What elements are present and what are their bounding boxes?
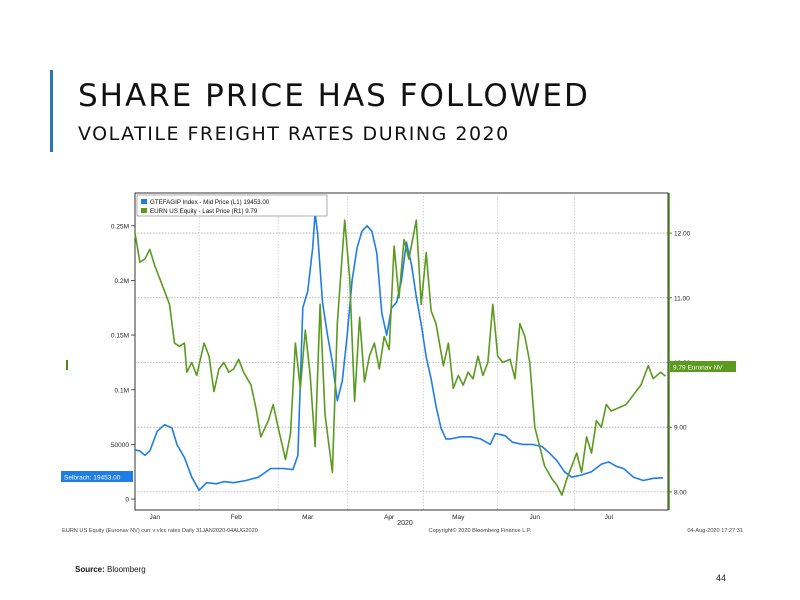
x-year-label: 2020 [397, 520, 413, 527]
left-axis-tick-label: 0.1M [115, 387, 129, 394]
legend-label-series-1: GTEFAGIP Index - Mid Price (L1) 19453.00 [150, 199, 270, 206]
left-axis-tick-label: 0 [125, 497, 129, 504]
left-axis-tick-label: 50000 [111, 442, 129, 449]
margin-tick-mark [66, 360, 68, 370]
slide-subtitle: VOLATILE FREIGHT RATES DURING 2020 [78, 123, 510, 145]
right-axis-tick-label: 12.00 [674, 231, 691, 238]
right-axis-tick-label: 9.00 [674, 425, 687, 432]
chart-footer-right: 04-Aug-2020 17:27:31 [687, 528, 743, 534]
series-line-2 [134, 219, 666, 496]
series-line-1 [134, 211, 664, 492]
right-last-value-tag: 9.79 Euronav NV [673, 365, 723, 372]
last-value-tags: Selbrach: 19453.00 9.79 Euronav NV [61, 361, 736, 482]
x-axis-tick-label: Mar [302, 514, 314, 521]
series-lines [134, 211, 666, 496]
legend-swatch-series-1 [141, 199, 147, 204]
legend-label-series-2: EURN US Equity - Last Price (R1) 9.79 [150, 208, 258, 215]
x-axis-tick-label: May [452, 514, 465, 521]
left-axis-tick-label: 0.2M [115, 278, 129, 285]
source-note: Source: Bloomberg [75, 565, 146, 574]
title-accent-bar [50, 70, 53, 152]
left-axis-tick-label: 0.15M [111, 333, 129, 340]
right-last-value-tag-bg [670, 361, 736, 372]
x-axis-tick-label: Jul [605, 514, 614, 521]
source-value: Bloomberg [107, 565, 146, 574]
x-axis: Jan Feb Mar Apr May Jun Jul [149, 514, 613, 521]
chart-footer-left: EURN US Equity (Euronav NV) curr v vlcc … [62, 528, 258, 534]
left-last-value-tag-bg [61, 471, 133, 482]
legend-box [136, 194, 328, 217]
slide-title: SHARE PRICE HAS FOLLOWED [78, 78, 590, 114]
source-label: Source: [75, 565, 105, 574]
chart-legend: GTEFAGIP Index - Mid Price (L1) 19453.00… [136, 194, 328, 217]
plot-area [134, 192, 669, 511]
page-number: 44 [716, 573, 727, 583]
x-axis-tick-label: Jun [530, 514, 541, 521]
left-last-value-tag: Selbrach: 19453.00 [64, 475, 121, 482]
legend-swatch-series-2 [141, 208, 147, 213]
right-axis-tick-label: 8.00 [674, 489, 687, 496]
chart-footer-center: Copyright© 2020 Bloomberg Finance L.P. [429, 527, 532, 534]
x-axis-tick-label: Feb [231, 514, 243, 521]
x-axis-tick-label: Jan [149, 514, 160, 521]
left-axis-tick-label: 0.25M [111, 223, 129, 230]
gridlines [135, 193, 668, 510]
x-axis-tick-label: Apr [384, 514, 395, 521]
left-y-axis: 0 50000 0.1M 0.15M 0.2M 0.25M [111, 223, 135, 504]
right-axis-tick-label: 11.00 [674, 295, 690, 302]
